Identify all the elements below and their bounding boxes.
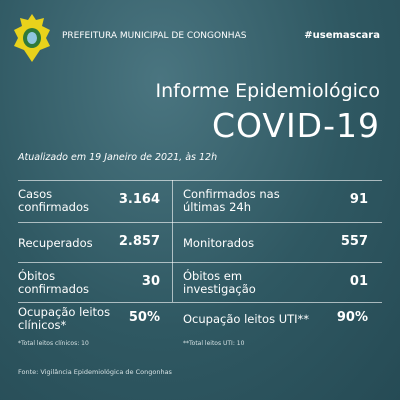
- stat-label: Recuperados: [18, 235, 93, 250]
- row-line: [18, 302, 382, 303]
- source: Fonte: Vigilância Epidemiológica de Cong…: [18, 368, 172, 376]
- organization: PREFEITURA MUNICIPAL DE CONGONHAS: [62, 31, 247, 41]
- stat-value: 50%: [128, 310, 160, 325]
- row-line: [18, 180, 382, 181]
- stat-label: Confirmados nas últimas 24h: [183, 187, 280, 214]
- stat-label: Monitorados: [183, 235, 255, 250]
- updated: Atualizado em 19 Janeiro de 2021, às 12h: [18, 152, 218, 163]
- divider: [172, 180, 173, 302]
- stat-value: 90%: [336, 310, 368, 325]
- row-line: [18, 262, 382, 263]
- stat-label: Óbitos confirmados: [18, 269, 89, 296]
- stat-value: 91: [349, 192, 368, 207]
- hashtag: #usemascara: [304, 30, 380, 41]
- title: Informe Epidemiológico: [155, 80, 381, 102]
- stat-label: Casos confirmados: [18, 187, 89, 214]
- stat-value: 01: [349, 274, 368, 289]
- stat-label: Ocupação leitos clínicos*: [18, 305, 111, 332]
- stat-value: 30: [141, 274, 160, 289]
- stat-value: 557: [340, 234, 368, 249]
- stat-label: Óbitos em investigação: [183, 269, 256, 296]
- subtitle: COVID-19: [211, 106, 380, 145]
- row-line: [18, 222, 382, 223]
- logo: [14, 14, 50, 62]
- stat-label: Ocupação leitos UTI**: [183, 311, 310, 326]
- stat-value: 3.164: [118, 192, 160, 207]
- stat-note: **Total leitos UTI: 10: [183, 340, 245, 347]
- stat-value: 2.857: [118, 234, 160, 249]
- stat-note: *Total leitos clínicos: 10: [18, 340, 89, 347]
